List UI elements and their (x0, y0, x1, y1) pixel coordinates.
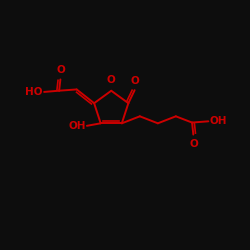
Text: O: O (56, 65, 65, 75)
Text: HO: HO (26, 87, 43, 97)
Text: O: O (190, 139, 198, 149)
Text: OH: OH (68, 121, 86, 131)
Text: OH: OH (210, 116, 227, 126)
Text: O: O (131, 76, 140, 86)
Text: O: O (107, 75, 116, 85)
